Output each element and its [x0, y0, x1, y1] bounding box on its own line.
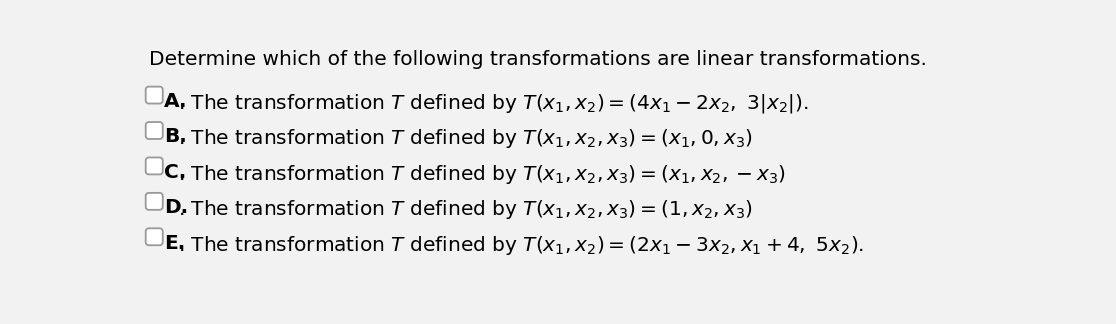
Text: . The transformation $T$ defined by $T(x_1, x_2) = (2x_1 - 3x_2, x_1 + 4,\ 5x_2): . The transformation $T$ defined by $T(x… [179, 234, 865, 257]
Text: . The transformation $T$ defined by $T(x_1, x_2, x_3) = (x_1, x_2, -x_3)$: . The transformation $T$ defined by $T(x… [179, 163, 787, 186]
Text: . The transformation $T$ defined by $T(x_1, x_2, x_3) = (1, x_2, x_3)$: . The transformation $T$ defined by $T(x… [179, 198, 753, 221]
Text: E.: E. [164, 234, 185, 253]
FancyBboxPatch shape [146, 193, 163, 210]
FancyBboxPatch shape [146, 122, 163, 139]
Text: C.: C. [164, 163, 186, 182]
FancyBboxPatch shape [146, 228, 163, 245]
Text: . The transformation $T$ defined by $T(x_1, x_2) = (4x_1 - 2x_2,\ 3|x_2|)$.: . The transformation $T$ defined by $T(x… [179, 92, 809, 115]
Text: Determine which of the following transformations are linear transformations.: Determine which of the following transfo… [148, 50, 926, 69]
Text: A.: A. [164, 92, 187, 111]
Text: D.: D. [164, 198, 189, 217]
FancyBboxPatch shape [146, 157, 163, 174]
Text: B.: B. [164, 127, 187, 146]
FancyBboxPatch shape [146, 87, 163, 104]
Text: . The transformation $T$ defined by $T(x_1, x_2, x_3) = (x_1, 0, x_3)$: . The transformation $T$ defined by $T(x… [179, 127, 753, 150]
